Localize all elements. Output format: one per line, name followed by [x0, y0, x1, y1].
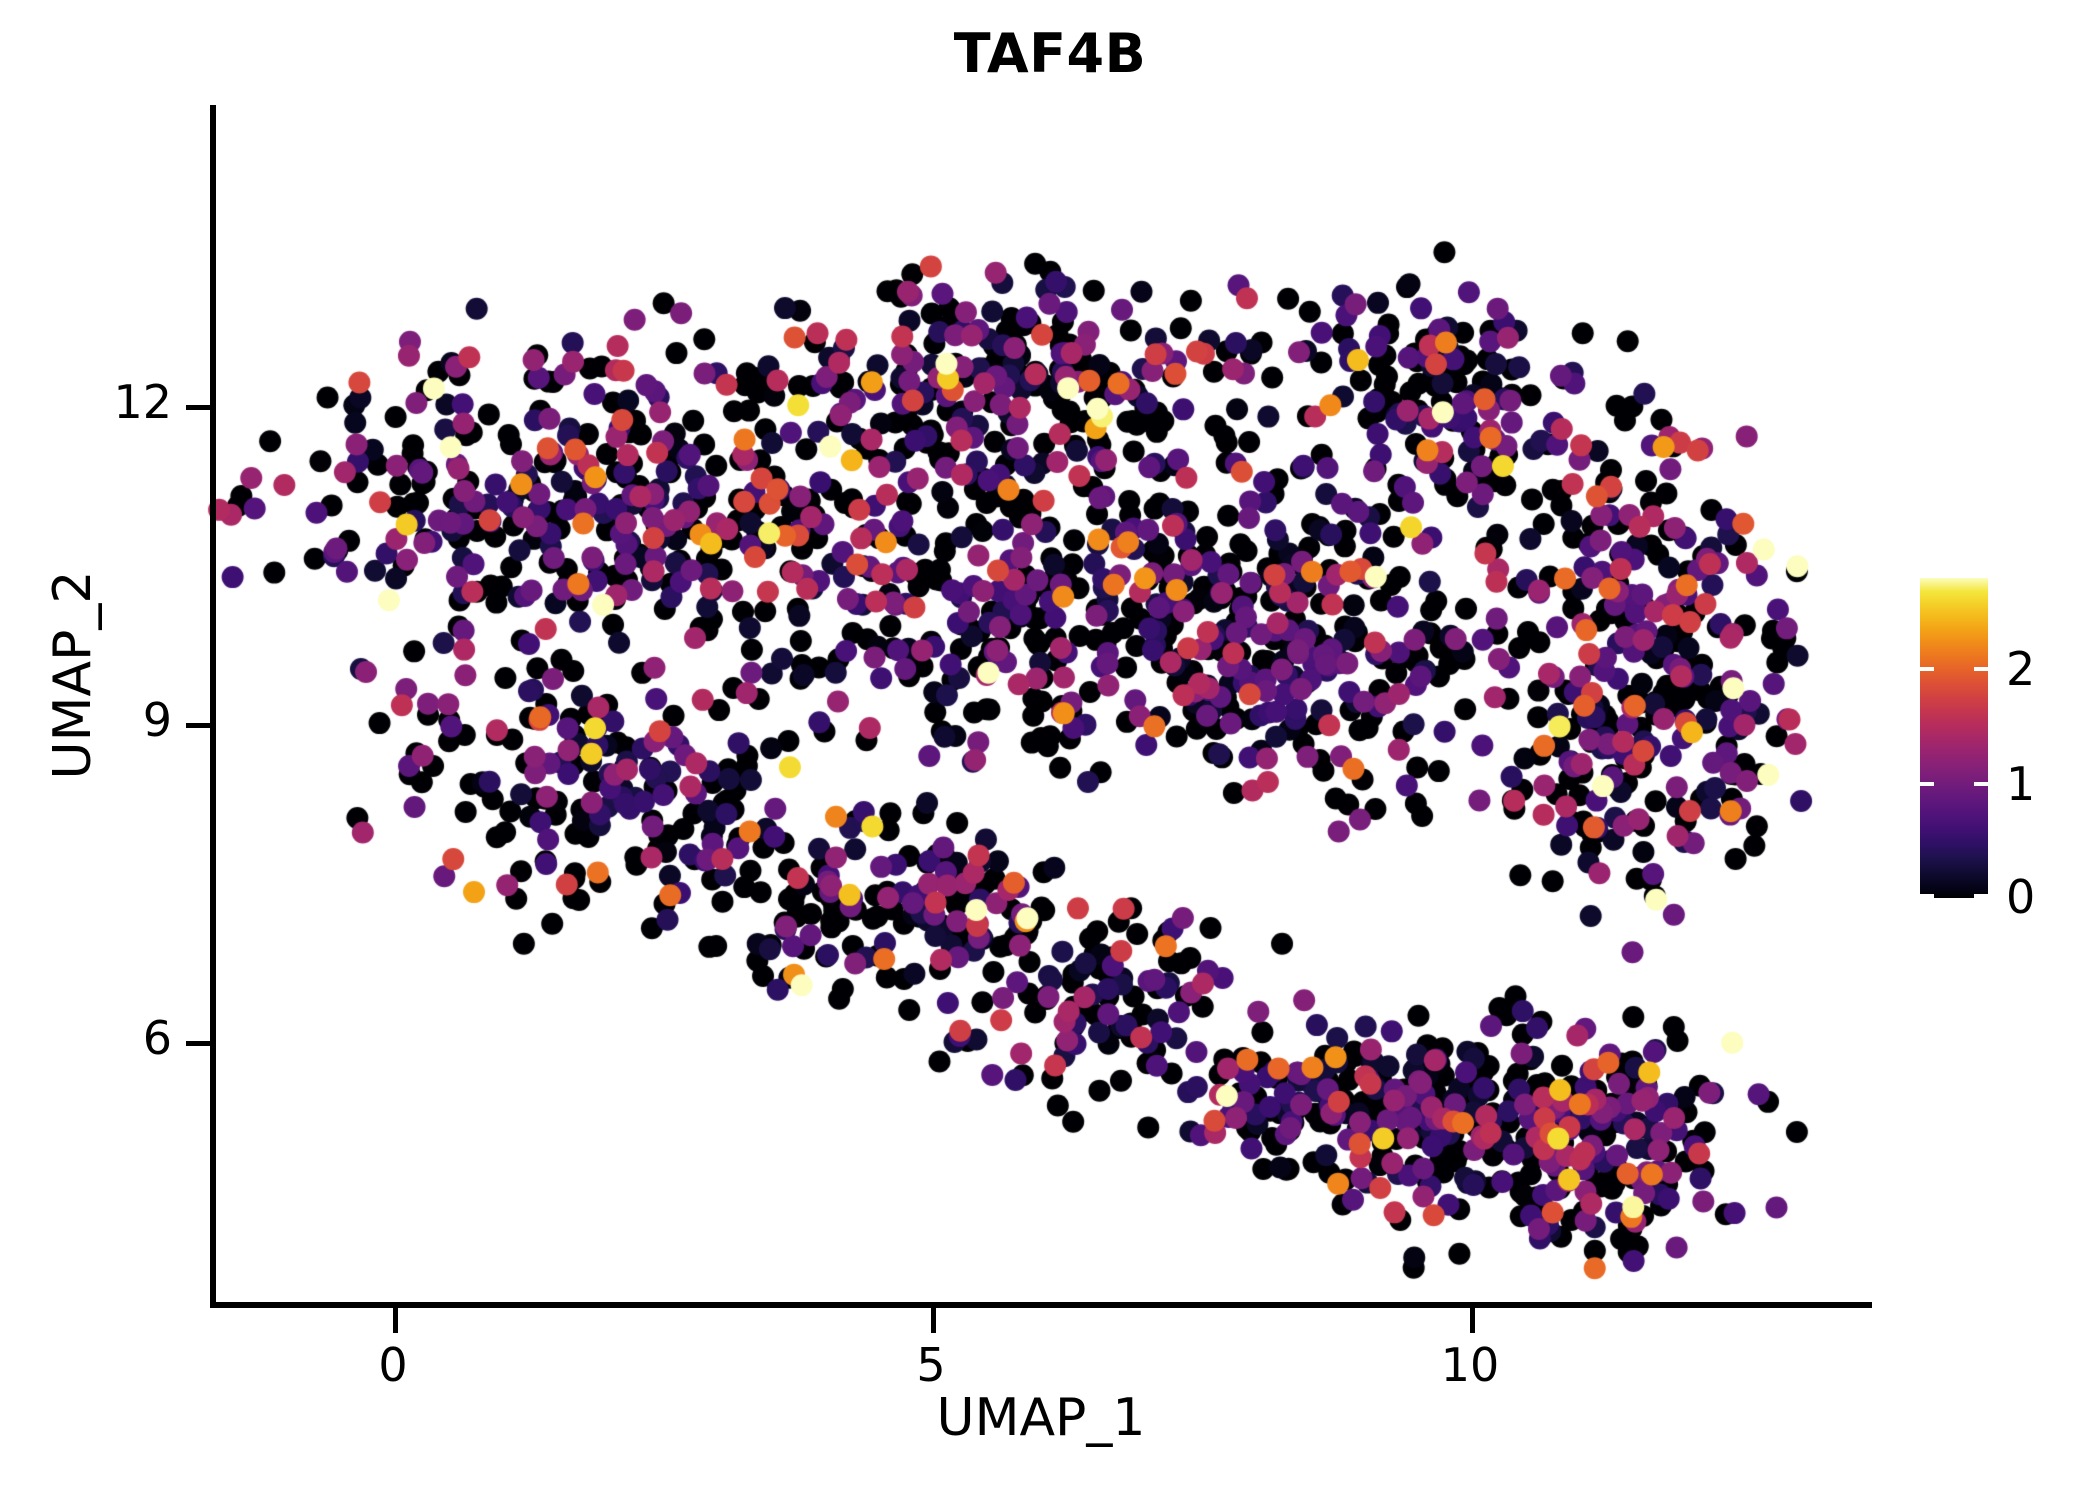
colorbar-tick-1-right [1974, 782, 1988, 786]
colorbar: 2 1 0 [1920, 578, 2080, 924]
colorbar-gradient [1920, 578, 1988, 898]
y-axis-spine [210, 105, 216, 1308]
colorbar-tick-2-right [1974, 667, 1988, 671]
x-axis-spine [210, 1302, 1872, 1308]
y-tick-mark-12 [186, 405, 211, 410]
y-axis-label: UMAP_2 [43, 570, 103, 780]
colorbar-tick-label-0: 0 [2006, 870, 2036, 924]
x-tick-label-5: 5 [916, 1338, 946, 1392]
x-tick-label-10: 10 [1440, 1338, 1500, 1392]
colorbar-tick-label-2: 2 [2006, 642, 2036, 696]
y-tick-label-6: 6 [142, 1011, 172, 1065]
y-tick-label-9: 9 [142, 693, 172, 747]
x-tick-mark-0 [393, 1308, 398, 1333]
x-tick-label-0: 0 [378, 1338, 408, 1392]
colorbar-tick-1-left [1920, 782, 1934, 786]
x-tick-mark-5 [931, 1308, 936, 1333]
colorbar-tick-0-left [1920, 894, 1934, 898]
colorbar-tick-2-left [1920, 667, 1934, 671]
x-axis-label: UMAP_1 [936, 1388, 1146, 1448]
y-tick-mark-6 [186, 1041, 211, 1046]
colorbar-tick-0-right [1974, 894, 1988, 898]
y-tick-label-12: 12 [113, 375, 172, 429]
colorbar-tick-label-1: 1 [2006, 757, 2036, 811]
y-tick-mark-9 [186, 723, 211, 728]
x-tick-mark-10 [1470, 1308, 1475, 1333]
